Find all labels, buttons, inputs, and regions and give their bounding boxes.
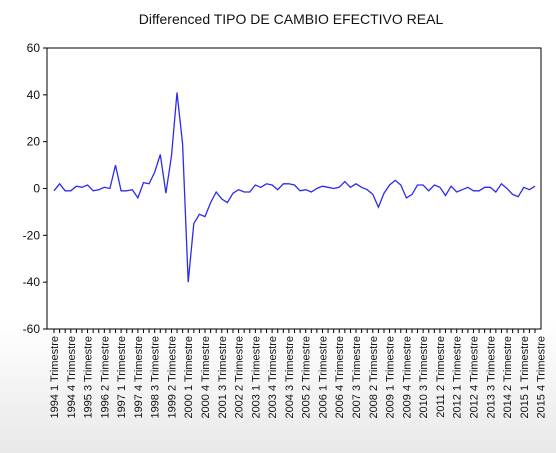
x-tick-label: 2010 3 Trimestre [418,336,430,419]
y-tick-label: 0 [33,182,40,196]
x-tick-label: 2009 1 Trimestre [385,336,397,419]
y-tick-label: 60 [27,41,41,55]
x-tick-label: 1999 2 Trimestre [166,336,178,419]
x-tick-label: 2013 3 Trimestre [485,336,497,419]
x-tick-label: 2000 4 Trimestre [200,336,212,419]
y-tick-label: -20 [23,228,41,242]
x-tick-label: 2015 4 Trimestre [536,336,548,419]
x-tick-label: 2006 1 Trimestre [317,336,329,419]
x-tick-label: 2000 1 Trimestre [183,336,195,419]
x-tick-label: 1997 1 Trimestre [116,336,128,419]
y-tick-label: -60 [23,322,41,336]
x-tick-label: 2014 2 Trimestre [502,336,514,419]
x-axis: 1994 1 Trimestre 1994 4 Trimestre 1995 3 T… [49,329,548,419]
x-tick-label: 2009 4 Trimestre [401,336,413,419]
x-tick-label: 1996 2 Trimestre [99,336,111,419]
x-tick-label: 2004 3 Trimestre [284,336,296,419]
y-tick-label: 20 [27,135,41,149]
x-tick-label: 1994 1 Trimestre [49,336,61,419]
x-tick-label: 1998 3 Trimestre [150,336,162,419]
x-tick-label: 2003 1 Trimestre [250,336,262,419]
x-tick-label: 2012 1 Trimestre [452,336,464,419]
x-tick-label: 2015 1 Trimestre [519,336,531,419]
x-tick-label: 2005 2 Trimestre [301,336,313,419]
x-tick-label: 2008 2 Trimestre [368,336,380,419]
y-tick-label: -40 [23,275,41,289]
x-tick-label: 2002 2 Trimestre [234,336,246,419]
x-tick-label: 2001 3 Trimestre [217,336,229,419]
y-axis: 60 40 20 0 -20 -40 -60 [23,41,47,336]
x-tick-label: 2011 2 Trimestre [435,336,447,418]
x-tick-label: 2012 4 Trimestre [468,336,480,419]
x-tick-label: 2006 4 Trimestre [334,336,346,419]
x-tick-label: 1994 4 Trimestre [66,336,78,419]
x-tick-label: 1995 3 Trimestre [83,336,95,419]
y-tick-label: 40 [27,88,41,102]
x-tick-label: 2003 4 Trimestre [267,336,279,419]
chart-title: Differenced TIPO DE CAMBIO EFECTIVO REAL [139,11,444,27]
x-tick-label: 2007 3 Trimestre [351,336,363,419]
x-tick-label: 1997 4 Trimestre [133,336,145,419]
plot-frame [46,47,542,330]
series-line [53,92,536,283]
